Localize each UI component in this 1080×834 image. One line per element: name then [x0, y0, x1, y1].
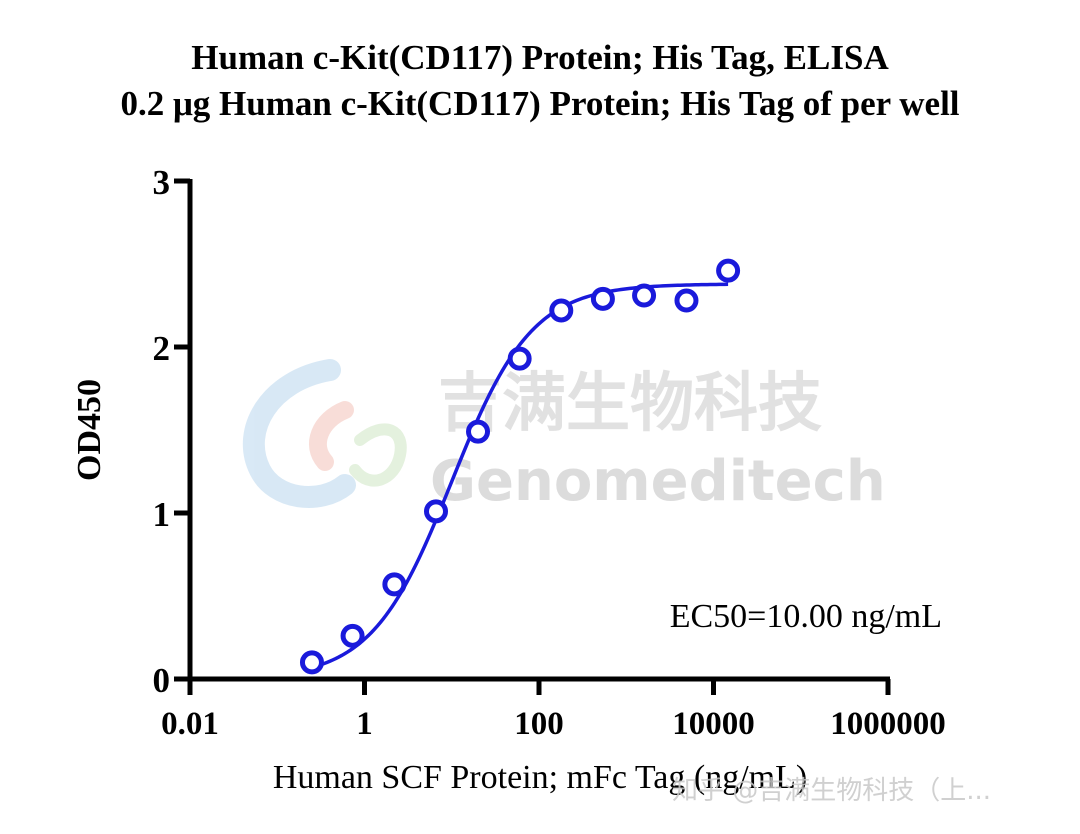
x-tick-label: 1: [356, 706, 373, 742]
fit-curve: [311, 282, 729, 670]
data-point: [590, 286, 615, 311]
y-tick-label: 1: [153, 495, 171, 534]
data-point: [299, 650, 324, 675]
y-tick-label: 0: [153, 661, 171, 700]
data-point: [340, 623, 365, 648]
x-tick-label: 10000: [672, 706, 755, 742]
watermark-logo: [242, 359, 407, 508]
data-point: [716, 258, 741, 283]
chart-subtitle: 0.2 μg Human c-Kit(CD117) Protein; His T…: [120, 84, 960, 123]
footer-watermark: 知乎 @吉满生物科技（上...: [672, 776, 992, 806]
data-point: [674, 288, 699, 313]
data-point: [466, 419, 491, 444]
chart-title: Human c-Kit(CD117) Protein; His Tag, ELI…: [191, 38, 889, 77]
data-point: [549, 298, 574, 323]
y-tick-label: 3: [153, 163, 171, 202]
x-tick-label: 1000000: [830, 706, 946, 742]
y-axis-label: OD450: [71, 379, 108, 481]
watermark-cn: 吉满生物科技: [438, 367, 822, 441]
y-tick-label: 2: [153, 329, 171, 368]
data-point: [424, 499, 449, 524]
x-tick-label: 100: [514, 706, 564, 742]
watermark-en: Genomeditech: [430, 449, 886, 514]
data-point: [632, 283, 657, 308]
ec50-annotation: EC50=10.00 ng/mL: [670, 598, 942, 635]
data-point: [507, 346, 532, 371]
x-tick-label: 0.01: [161, 706, 219, 742]
x-axis-label: Human SCF Protein; mFc Tag (ng/mL): [273, 759, 807, 796]
data-point: [382, 572, 407, 597]
